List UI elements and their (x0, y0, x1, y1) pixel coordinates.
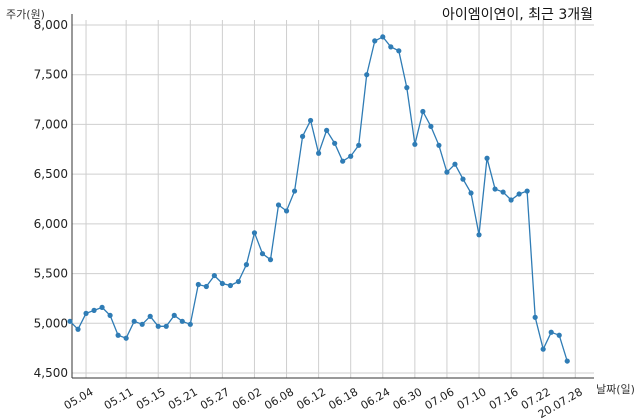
y-tick-labels: 4,500 5,000 5,500 6,000 6,500 7,000 7,500 8,000 (34, 18, 68, 380)
price-point (524, 188, 530, 194)
price-point (460, 176, 466, 182)
price-point (283, 208, 290, 214)
price-point (299, 133, 306, 139)
price-point (275, 202, 282, 208)
price-point (139, 321, 145, 327)
x-tick-label: 06.30 (391, 385, 425, 412)
price-point (91, 307, 97, 313)
x-tick-label: 05.04 (62, 385, 96, 412)
y-tick-label: 8,000 (34, 18, 68, 32)
price-point (147, 313, 153, 319)
price-point (163, 323, 169, 329)
x-tick-labels: 05.04 05.1105.1505.2105.2706.0206.0806.12… (62, 385, 585, 419)
price-point (468, 190, 474, 196)
price-point (476, 232, 482, 238)
price-point (227, 282, 233, 289)
x-tick-label: 07.06 (423, 385, 457, 412)
x-tick-label: 06.12 (294, 385, 328, 412)
y-axis-label: 주가(원) (6, 8, 45, 21)
x-tick-label: 06.08 (262, 385, 296, 412)
price-point (235, 278, 242, 285)
price-point (396, 48, 402, 54)
price-point (324, 127, 330, 133)
price-point (107, 312, 113, 318)
price-point (267, 257, 274, 263)
price-point (340, 158, 346, 164)
price-point (364, 72, 370, 78)
y-tick-label: 4,500 (34, 366, 68, 380)
series-layer (67, 34, 570, 364)
price-point (131, 318, 137, 324)
y-tick-label: 7,000 (34, 117, 68, 131)
price-point (388, 44, 394, 50)
x-tick-label: 05.15 (134, 385, 168, 412)
x-tick-label: 06.24 (359, 385, 393, 412)
price-point (291, 188, 298, 194)
price-point (508, 197, 514, 203)
price-point (540, 346, 546, 352)
price-point (332, 140, 338, 146)
price-point (123, 335, 129, 341)
price-point (316, 150, 322, 156)
price-point (404, 85, 410, 91)
price-point (195, 281, 201, 288)
price-point (444, 169, 450, 175)
price-point (115, 332, 121, 338)
price-point (243, 262, 250, 268)
price-point (428, 123, 434, 130)
price-point (187, 321, 193, 327)
price-point (492, 186, 498, 192)
x-tick-label: 06.02 (230, 385, 264, 412)
y-tick-label: 7,500 (34, 68, 68, 82)
y-tick-label: 5,500 (34, 267, 68, 281)
price-point (516, 191, 522, 197)
price-point (436, 142, 442, 148)
x-tick-label: 05.27 (198, 385, 232, 412)
axis-layer (71, 14, 594, 379)
x-tick-label: 07.16 (487, 385, 521, 412)
price-point (412, 141, 418, 147)
x-tick-label: 05.21 (166, 385, 200, 412)
price-point (452, 161, 458, 167)
price-point (211, 272, 217, 279)
price-point (484, 155, 490, 161)
price-point (500, 189, 506, 195)
price-point (556, 332, 562, 338)
price-point (564, 358, 570, 364)
price-point (308, 117, 314, 124)
price-point (372, 38, 378, 44)
price-point (356, 142, 362, 148)
price-point (171, 312, 177, 318)
price-point (99, 304, 105, 310)
price-point (259, 251, 266, 257)
price-point (75, 326, 81, 332)
y-tick-label: 5,000 (34, 316, 68, 330)
price-point (67, 318, 73, 324)
x-tick-label: 07.10 (455, 385, 489, 412)
price-point (251, 230, 258, 236)
x-axis-label: 날짜(일) (596, 382, 635, 396)
price-point (420, 108, 426, 115)
y-tick-label: 6,000 (34, 217, 68, 231)
y-tick-label: 6,500 (34, 167, 68, 181)
grid-layer (72, 20, 594, 378)
price-point (348, 153, 354, 159)
x-tick-label: 06.18 (326, 385, 360, 412)
price-point (219, 280, 225, 287)
price-point (155, 323, 161, 329)
x-tick-label: 05.11 (102, 385, 136, 412)
price-point (548, 329, 554, 335)
price-point (380, 34, 386, 40)
chart-title: 아이엠이연이, 최근 3개월 (442, 7, 593, 23)
price-point (179, 318, 185, 324)
price-point (83, 310, 89, 316)
price-point (532, 314, 538, 320)
price-point (203, 283, 209, 290)
